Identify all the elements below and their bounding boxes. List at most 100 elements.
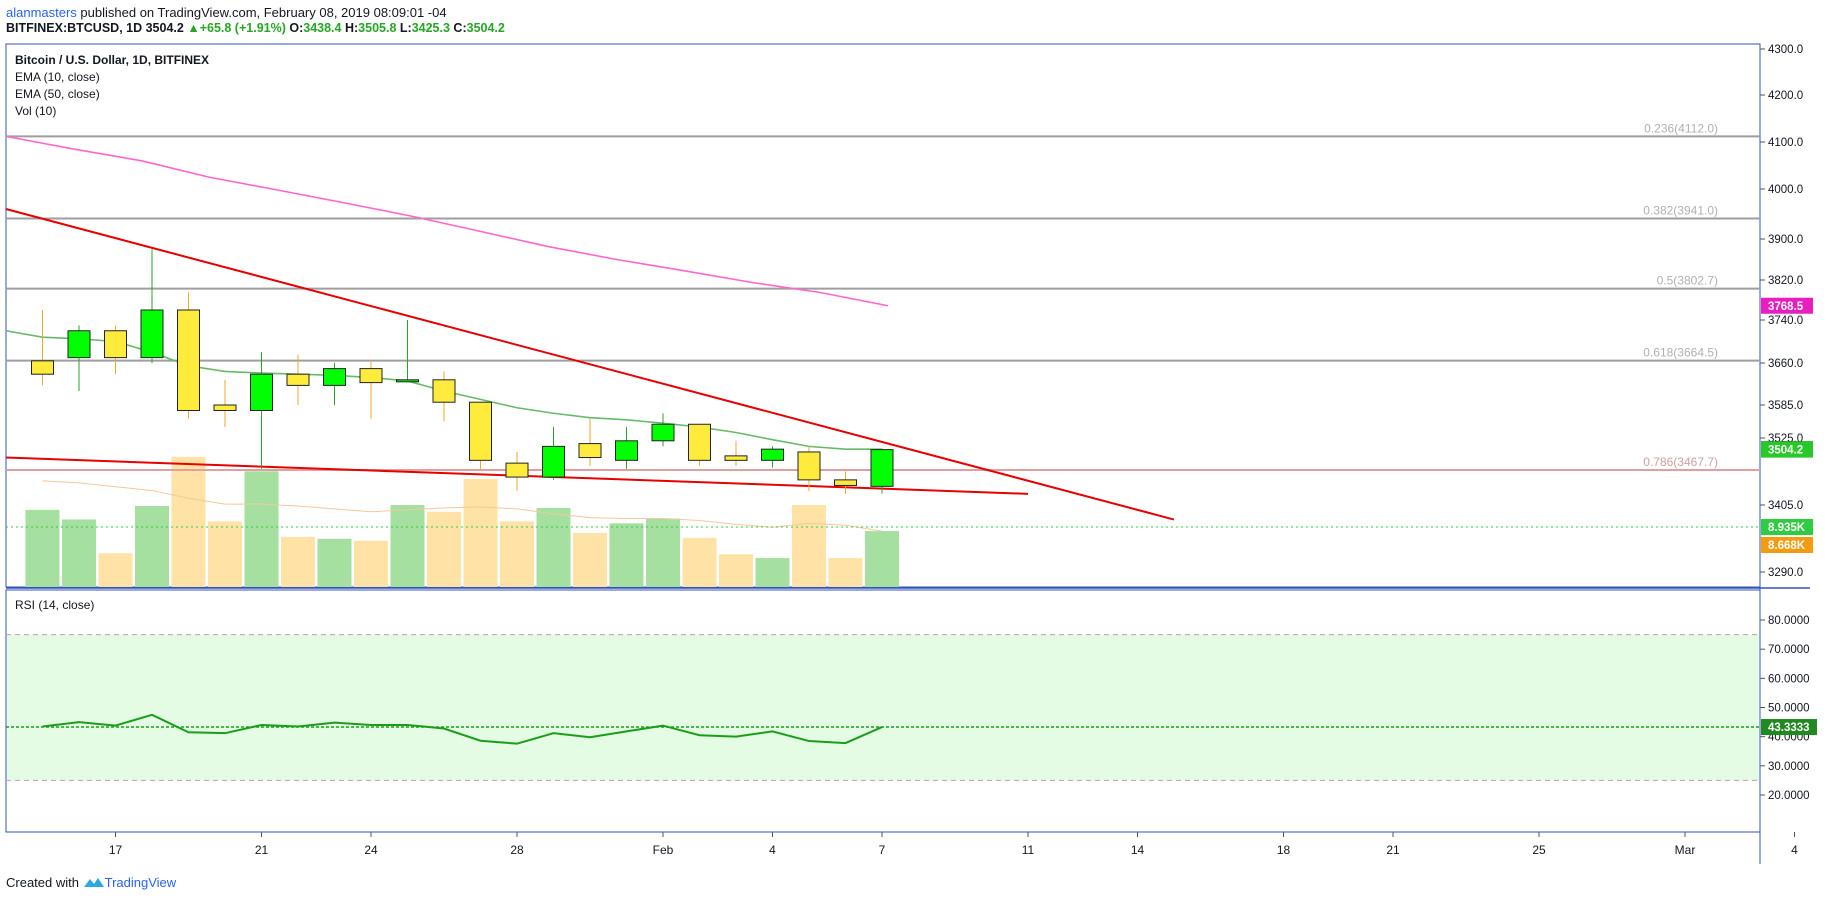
price-tick-label: 4100.0 [1768, 137, 1803, 149]
candle-body [323, 368, 346, 386]
volume-bar [244, 471, 279, 587]
up-triangle-icon: ▲ [187, 21, 200, 35]
fib-level-label: 0.786(3467.7) [1643, 455, 1718, 469]
candle-body [505, 462, 529, 478]
candle-body [396, 379, 419, 383]
volume-bar [25, 509, 60, 587]
time-tick-label: 4 [769, 843, 776, 857]
open-value: 3438.4 [303, 21, 342, 35]
candle-body [724, 455, 748, 461]
high-value: 3505.8 [358, 21, 397, 35]
legend-vol[interactable]: Vol (10) [15, 104, 56, 118]
volume-bar [62, 519, 96, 587]
candle-body [542, 445, 565, 478]
time-tick-label: 11 [1022, 843, 1035, 857]
candle-body [213, 404, 237, 411]
time-tick-label: 4 [1791, 843, 1798, 857]
candle-body [31, 360, 54, 375]
symbol-label: BITFINEX:BTCUSD, 1D [6, 21, 143, 35]
price-tick-label: 3290.0 [1768, 567, 1803, 579]
candle-body [359, 368, 383, 384]
time-tick-label: 14 [1131, 843, 1145, 857]
price-change: +65.8 (+1.91%) [199, 21, 286, 35]
fib-level-label: 0.618(3664.5) [1643, 346, 1718, 360]
candle-body [761, 448, 784, 461]
time-tick-label: 21 [255, 843, 269, 857]
candle-body [834, 479, 857, 486]
volume-tag-label: 8.935K [1768, 522, 1806, 534]
time-tick-label: 17 [109, 843, 123, 857]
rsi-tick-label: 80.0000 [1768, 615, 1810, 627]
created-with-label: Created with [6, 875, 79, 890]
price-tick-label: 3820.0 [1768, 275, 1803, 287]
price-tick-label: 3405.0 [1768, 500, 1803, 512]
candle-body [67, 330, 91, 359]
time-tick-label: 18 [1277, 843, 1291, 857]
candle-body [615, 440, 638, 461]
fib-level-label: 0.382(3941.0) [1643, 204, 1718, 218]
volume-bar [682, 537, 717, 587]
time-tick-label: 25 [1532, 843, 1546, 857]
low-label: L: [399, 21, 412, 35]
price-tag [1761, 297, 1813, 314]
time-tick-label: Mar [1675, 843, 1696, 857]
chart-canvas[interactable]: 0.236(4112.0) 0.382(3941.0) 0.5(3802.7) 0.6… [0, 0, 1828, 870]
price-tick-label: 3900.0 [1768, 234, 1803, 246]
high-label: H: [344, 21, 359, 35]
time-tick-label: 28 [510, 843, 524, 857]
price-tick-label: 4000.0 [1768, 184, 1803, 196]
volume-tag [1761, 537, 1813, 553]
candle-body [432, 379, 456, 403]
rsi-title[interactable]: RSI (14, close) [15, 598, 94, 612]
open-label: O: [289, 21, 304, 35]
price-tick-label: 3585.0 [1768, 400, 1803, 412]
candle-body [688, 423, 711, 461]
legend-title: Bitcoin / U.S. Dollar, 1D, BITFINEX [15, 53, 209, 67]
volume-bar [317, 538, 352, 587]
volume-bar [390, 505, 425, 587]
time-tick-label: 24 [364, 843, 378, 857]
volume-tag-label: 8.668K [1768, 540, 1806, 552]
tradingview-link[interactable]: TradingView [104, 875, 177, 890]
legend-ema10[interactable]: EMA (10, close) [15, 70, 100, 84]
published-text: published on TradingView.com, February 0… [76, 5, 447, 20]
rsi-tick-label: 60.0000 [1768, 673, 1810, 685]
volume-bar [171, 456, 206, 587]
volume-bar [865, 531, 899, 587]
volume-bar [281, 536, 315, 587]
candle-body [250, 373, 273, 412]
author-link[interactable]: alanmasters [6, 5, 77, 20]
candle-body [104, 330, 127, 359]
volume-bar [427, 511, 461, 587]
price-tick-label: 4200.0 [1768, 90, 1803, 102]
ohlc-line: BITFINEX:BTCUSD, 1D 3504.2 ▲+65.8 (+1.91… [6, 21, 505, 35]
volume-bar [609, 523, 644, 587]
rsi-value-tag [1761, 719, 1817, 736]
tradingview-logo-icon [83, 878, 104, 887]
volume-bar [646, 518, 680, 587]
price-tick-label: 3660.0 [1768, 358, 1803, 370]
close-label: C: [453, 21, 467, 35]
rsi-tick-label: 70.0000 [1768, 644, 1810, 656]
last-price: 3504.2 [145, 21, 184, 35]
rsi-line [42, 713, 883, 745]
fib-level-label: 0.5(3802.7) [1657, 274, 1718, 288]
volume-bar [354, 540, 388, 587]
time-tick-label: 7 [879, 843, 886, 857]
volume-ma-line [42, 480, 883, 532]
volume-bar [755, 558, 790, 587]
volume-bar [573, 533, 607, 587]
candle-body [578, 443, 602, 459]
volume-bar [500, 521, 534, 587]
published-line: alanmasters published on TradingView.com… [6, 5, 447, 20]
candle-body [870, 449, 894, 487]
low-value: 3425.3 [411, 21, 450, 35]
candle-body [651, 423, 675, 442]
volume-bar [828, 558, 863, 587]
legend-ema50[interactable]: EMA (50, close) [15, 87, 100, 101]
rsi-tick-label: 30.0000 [1768, 761, 1810, 773]
volume-bar [208, 521, 242, 587]
close-value: 3504.2 [466, 21, 505, 35]
price-tag-label: 3768.5 [1768, 301, 1804, 313]
volume-bar [135, 506, 169, 587]
